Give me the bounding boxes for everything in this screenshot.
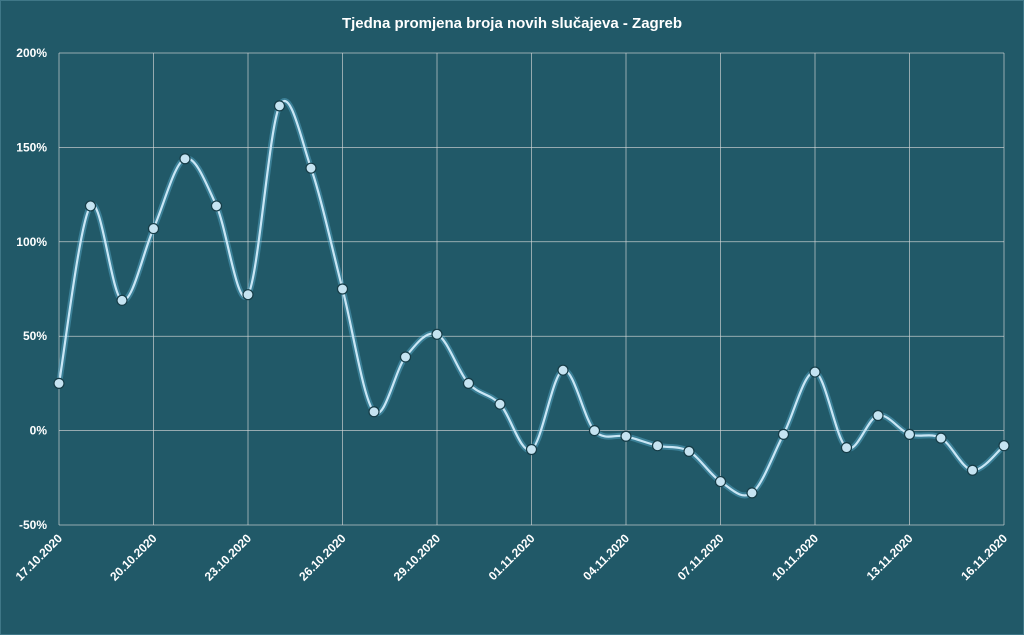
series-layer — [56, 98, 1007, 499]
x-tick-label: 29.10.2020 — [391, 531, 444, 584]
data-point — [431, 328, 443, 340]
data-point — [872, 409, 884, 422]
data-point — [840, 441, 853, 454]
data-point — [179, 153, 191, 165]
data-point — [210, 200, 223, 212]
x-axis-labels: 17.10.2020 20.10.2020 23.10.2020 26.10.2020… — [13, 531, 1011, 584]
data-point — [53, 377, 65, 389]
data-point — [462, 377, 475, 389]
data-point — [273, 100, 286, 112]
y-tick-label: 100% — [16, 235, 47, 249]
y-tick-label: 0% — [30, 424, 48, 438]
y-tick-label: -50% — [19, 518, 47, 532]
data-point — [966, 464, 979, 476]
data-point — [935, 432, 947, 444]
x-tick-label: 23.10.2020 — [202, 531, 255, 584]
x-tick-label: 04.11.2020 — [580, 531, 632, 583]
data-point — [809, 366, 821, 378]
data-point — [305, 162, 317, 174]
data-point — [368, 406, 380, 418]
data-point — [494, 398, 506, 410]
chart-title: Tjedna promjena broja novih slučajeva - … — [342, 15, 682, 32]
data-point — [84, 200, 97, 212]
data-point — [116, 294, 128, 306]
y-axis-labels: -50% 0% 50% 100% 150% 200% — [16, 46, 47, 532]
data-points — [53, 100, 1010, 499]
data-point — [147, 222, 160, 235]
x-tick-label: 20.10.2020 — [107, 531, 160, 584]
x-tick-label: 10.11.2020 — [769, 531, 821, 583]
x-tick-label: 16.11.2020 — [958, 531, 1010, 583]
data-point — [651, 440, 664, 452]
x-tick-label: 17.10.2020 — [13, 531, 66, 584]
x-tick-label: 13.11.2020 — [864, 531, 916, 583]
data-point — [588, 425, 601, 437]
x-tick-label: 26.10.2020 — [296, 531, 349, 584]
data-point — [683, 445, 695, 457]
data-point — [714, 475, 727, 488]
data-point — [903, 428, 916, 440]
data-point — [242, 289, 254, 301]
data-point — [620, 430, 632, 442]
x-tick-label: 07.11.2020 — [675, 531, 727, 583]
y-tick-label: 200% — [16, 46, 47, 60]
data-point — [777, 428, 790, 440]
data-point — [336, 283, 349, 295]
grid-layer — [58, 52, 1005, 526]
data-point — [557, 364, 569, 376]
data-point — [998, 440, 1010, 452]
y-tick-label: 150% — [16, 140, 47, 154]
y-tick-label: 50% — [23, 329, 47, 343]
series-line — [57, 100, 1005, 497]
x-tick-label: 01.11.2020 — [486, 531, 538, 583]
data-point — [746, 487, 758, 499]
data-point — [399, 351, 412, 363]
data-point — [525, 443, 538, 456]
